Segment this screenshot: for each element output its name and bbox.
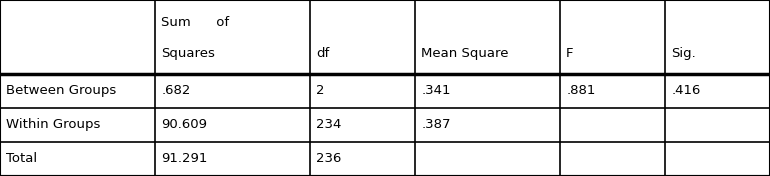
Text: .881: .881	[566, 84, 595, 97]
Text: .387: .387	[421, 118, 450, 131]
Text: .682: .682	[161, 84, 190, 97]
Text: 90.609: 90.609	[161, 118, 207, 131]
Text: 236: 236	[316, 152, 342, 165]
Text: .341: .341	[421, 84, 450, 97]
Text: Sum      of: Sum of	[161, 16, 229, 29]
Text: Total: Total	[6, 152, 37, 165]
Text: Squares: Squares	[161, 47, 215, 60]
Text: 91.291: 91.291	[161, 152, 208, 165]
Text: F: F	[566, 47, 574, 60]
Text: 234: 234	[316, 118, 342, 131]
Text: 2: 2	[316, 84, 325, 97]
Text: Sig.: Sig.	[671, 47, 696, 60]
Text: Mean Square: Mean Square	[421, 47, 509, 60]
Text: .416: .416	[671, 84, 701, 97]
Text: Between Groups: Between Groups	[6, 84, 116, 97]
Text: Within Groups: Within Groups	[6, 118, 101, 131]
Text: df: df	[316, 47, 330, 60]
